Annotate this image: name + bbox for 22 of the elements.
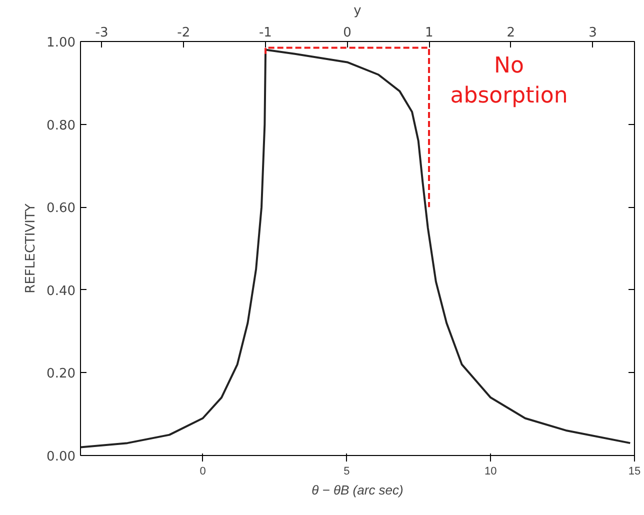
- y-tick-label: 0.40: [46, 284, 76, 299]
- series-label: No absorption: [450, 54, 568, 109]
- x2-axis-title: y: [354, 4, 362, 18]
- x2-tick-label: -3: [95, 26, 108, 40]
- x-tick-label: 15: [628, 466, 641, 478]
- y-axis-title: REFLECTIVITY: [24, 204, 39, 294]
- line-series: [80, 48, 632, 448]
- x2-tick-label: -2: [177, 26, 190, 40]
- x2-tick-label: 2: [506, 26, 516, 40]
- x2-tick-label: 1: [424, 26, 434, 40]
- x2-tick-label: -1: [258, 26, 272, 40]
- x2-tick-label: 0: [343, 26, 352, 40]
- y-tick-label: 0.20: [46, 366, 76, 382]
- x-tick-label: 0: [200, 466, 206, 478]
- x-axis-title: θ − θB (arc sec): [312, 482, 404, 498]
- x-tick-label: 10: [484, 466, 497, 478]
- x2-tick-label: 3: [588, 26, 597, 40]
- y-tick-label: 0.80: [46, 118, 76, 134]
- y-tick-label: 1.00: [46, 36, 76, 50]
- x-tick-label: 5: [344, 466, 350, 478]
- y-tick-label: 0.60: [46, 201, 76, 216]
- y-tick-label: 0.00: [46, 450, 76, 464]
